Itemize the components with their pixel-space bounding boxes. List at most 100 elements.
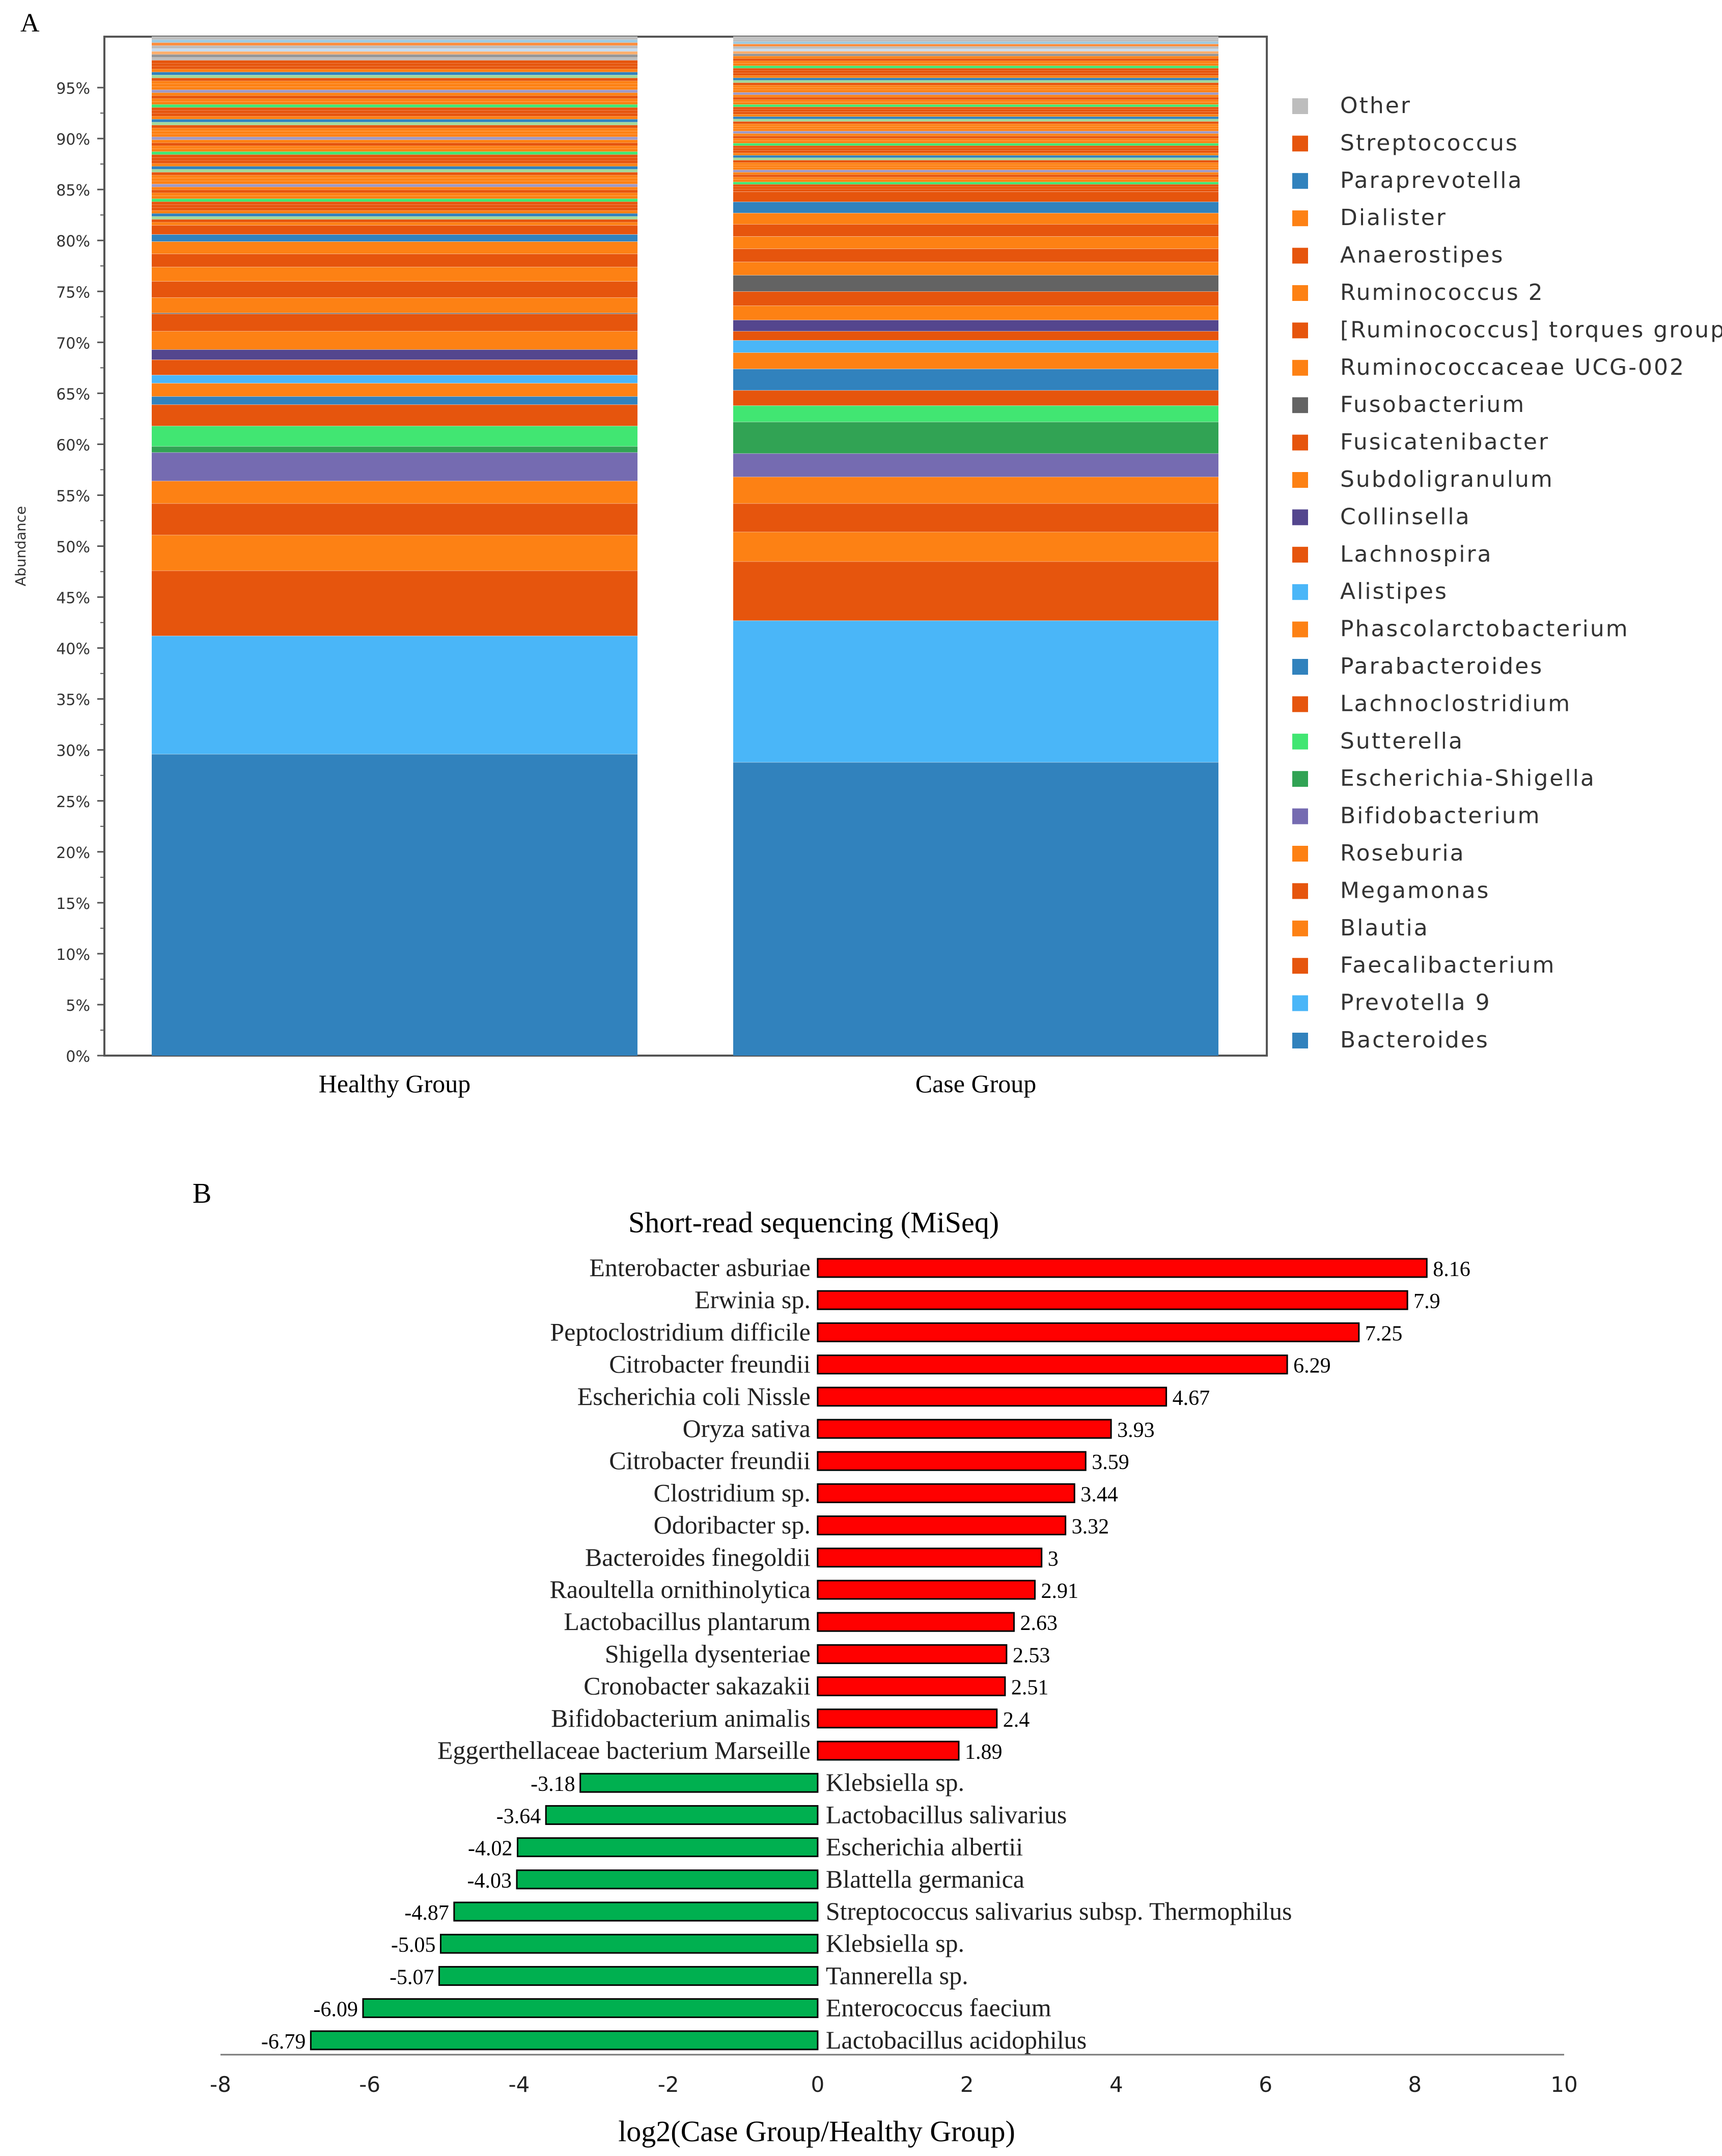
bar-negative: [516, 1869, 819, 1890]
stack-segment-other: [152, 80, 637, 84]
stack-segment-other: [733, 141, 1218, 144]
stack-segment-other: [733, 148, 1218, 151]
legend-label: Fusobacterium: [1340, 392, 1525, 418]
stack-segment-other: [152, 186, 637, 190]
stack-segment-other: [733, 150, 1218, 153]
stack-segment-other: [733, 162, 1218, 165]
legend-label: Sutterella: [1340, 728, 1464, 754]
stack-segment: [733, 369, 1218, 391]
legend-label: Parabacteroides: [1340, 653, 1543, 679]
bar-value-label: -4.02: [468, 1837, 513, 1861]
stack-segment-other: [152, 95, 637, 99]
bar-value-label: 3: [1048, 1547, 1059, 1571]
stack-segment: [152, 452, 637, 481]
stack-segment-other: [733, 75, 1218, 78]
stack-segment-other: [152, 201, 637, 205]
stack-segment-other: [152, 175, 637, 178]
stack-segment-other: [152, 131, 637, 134]
stack-segment: [733, 275, 1218, 292]
stack-segment-other: [733, 184, 1218, 187]
stack-segment: [733, 390, 1218, 406]
legend-label: Prevotella 9: [1340, 990, 1491, 1016]
stack-segment: [733, 503, 1218, 532]
stack-segment: [152, 535, 637, 571]
stack-segment: [152, 404, 637, 426]
y-tick-label: 10%: [56, 946, 90, 964]
y-tick-label: 95%: [56, 80, 90, 98]
bar-value-label: 2.51: [1011, 1676, 1049, 1700]
stack-segment-other: [152, 69, 637, 72]
stack-segment-other: [152, 210, 637, 214]
stack-segment-other: [152, 146, 637, 149]
x-tick-label: -4: [508, 2072, 530, 2097]
stack-segment: [733, 422, 1218, 454]
y-tick-label: 40%: [56, 641, 90, 658]
stack-segment-other: [152, 184, 637, 187]
bar-negative: [440, 1933, 819, 1954]
stack-segment: [733, 248, 1218, 262]
bar-category-label: Cronobacter sakazakii: [584, 1672, 811, 1700]
stack-segment-other: [733, 73, 1218, 76]
bar-value-label: -6.79: [261, 2030, 306, 2054]
stack-segment-other: [733, 66, 1218, 68]
stack-segment-other: [733, 131, 1218, 134]
stack-segment-other: [152, 166, 637, 170]
bar-negative: [517, 1837, 819, 1858]
stack-segment-other: [152, 45, 637, 49]
y-tick-label: 0%: [66, 1048, 90, 1066]
x-tick-label: 4: [1109, 2072, 1123, 2097]
stack-segment: [152, 396, 637, 405]
stack-segment-other: [733, 92, 1218, 95]
bar-category-label: Enterobacter asburiae: [589, 1253, 810, 1282]
stack-segment-other: [152, 133, 637, 137]
stack-segment-other: [733, 41, 1218, 44]
stack-segment: [733, 236, 1218, 249]
y-tick-label: 90%: [56, 131, 90, 149]
stack-segment-other: [152, 77, 637, 81]
legend-label: Subdoligranulum: [1340, 466, 1554, 492]
bar-positive: [817, 1547, 1043, 1568]
y-tick-label: 55%: [56, 487, 90, 505]
legend-label: Anaerostipes: [1340, 242, 1504, 268]
stack-segment-other: [733, 160, 1218, 163]
stack-segment-other: [152, 54, 637, 58]
stack-segment: [733, 762, 1218, 1056]
stack-segment: [733, 340, 1218, 353]
bar-value-label: -4.87: [404, 1901, 449, 1925]
stack-segment: [152, 267, 637, 282]
legend-swatch: [1292, 509, 1308, 526]
x-tick-label: -8: [210, 2072, 231, 2097]
diverging-chart-title: Short-read sequencing (MiSeq): [628, 1206, 999, 1239]
stack-segment-other: [152, 75, 637, 78]
stack-segment: [733, 291, 1218, 306]
stack-segment: [152, 503, 637, 535]
bar-value-label: -3.64: [496, 1805, 541, 1828]
bar-value-label: 1.89: [965, 1740, 1003, 1764]
stack-segment-other: [733, 102, 1218, 105]
stack-segment-other: [733, 116, 1218, 119]
legend-label: Megamonas: [1340, 877, 1490, 903]
legend-swatch: [1292, 995, 1308, 1011]
bar-value-label: 2.63: [1020, 1612, 1058, 1635]
diverging-x-axis-label: log2(Case Group/Healthy Group): [618, 2115, 1015, 2148]
stack-segment-other: [152, 169, 637, 173]
x-category-label: Case Group: [915, 1069, 1036, 1098]
bar-value-label: -4.03: [467, 1869, 512, 1893]
stack-segment: [733, 453, 1218, 477]
legend-swatch: [1292, 472, 1308, 488]
legend-swatch: [1292, 360, 1308, 376]
bar-positive: [817, 1290, 1408, 1310]
bar-positive: [817, 1580, 1036, 1600]
stacked-bar-chart: 0% 5% 10% 15% 20% 25% 30% 35% 40% 45% 50% 55% 60% 65%…: [12, 36, 1268, 1098]
bar-negative: [579, 1773, 819, 1793]
legend-label: Phascolarctobacterium: [1340, 616, 1629, 642]
bar-value-label: -5.07: [390, 1966, 434, 1989]
bar-positive: [817, 1483, 1075, 1503]
legend-swatch: [1292, 621, 1308, 638]
stack-segment: [733, 352, 1218, 369]
bar-category-label: Shigella dysenteriae: [605, 1639, 811, 1668]
stack-segment-other: [152, 189, 637, 193]
stack-segment-other: [733, 99, 1218, 102]
stack-segment-other: [152, 51, 637, 54]
stack-segment-other: [152, 113, 637, 117]
